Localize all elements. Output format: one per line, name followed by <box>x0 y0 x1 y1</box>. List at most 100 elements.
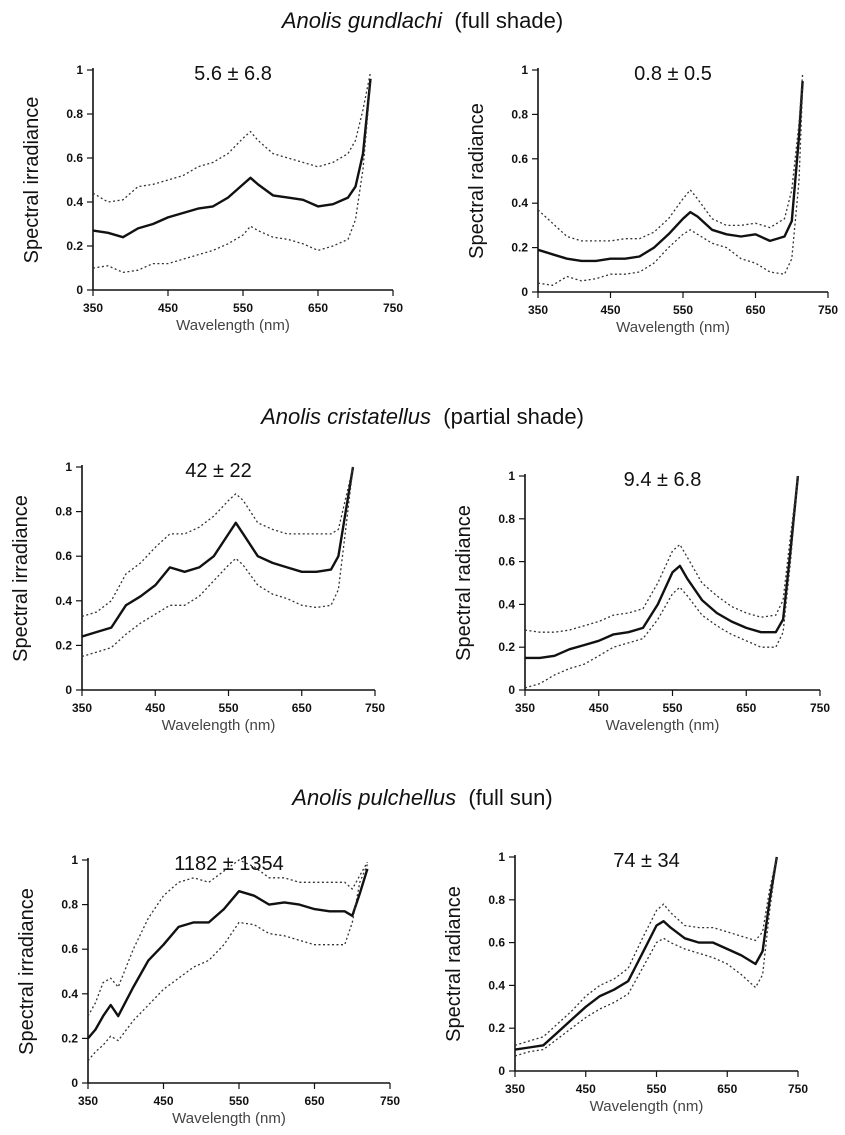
x-tick-label: 550 <box>662 701 682 715</box>
y-tick-label: 1 <box>521 63 528 77</box>
y-tick-label: 0.4 <box>61 987 78 1001</box>
x-tick-label: 750 <box>810 701 830 715</box>
x-tick-label: 650 <box>308 301 328 315</box>
y-tick-label: 0.2 <box>498 640 515 654</box>
species-name: Anolis cristatellus <box>261 404 432 429</box>
x-tick-label: 350 <box>528 303 548 317</box>
x-tick-label: 450 <box>153 1094 173 1108</box>
y-tick-label: 1 <box>65 460 72 474</box>
x-tick-label: 350 <box>83 301 103 315</box>
y-tick-label: 0.2 <box>55 638 72 652</box>
x-axis-label: Wavelength (nm) <box>616 319 730 336</box>
species-name: Anolis gundlachi <box>281 8 443 33</box>
chart-6: 0 0.2 0.4 0.6 0.8 1 350 450 550 650 750 74 ± 34 Wave… <box>443 850 808 1115</box>
x-tick-label: 350 <box>505 1082 525 1096</box>
x-tick-label: 650 <box>304 1094 324 1108</box>
x-axis-label: Wavelength (nm) <box>162 717 276 734</box>
y-tick-label: 1 <box>498 850 505 864</box>
chart-stat-label: 0.8 ± 0.5 <box>634 63 712 85</box>
x-tick-label: 650 <box>292 701 312 715</box>
y-tick-label: 0.8 <box>511 107 528 121</box>
habitat-condition: (full shade) <box>454 8 564 33</box>
y-tick-label: 0 <box>498 1064 505 1078</box>
chart-4: 0 0.2 0.4 0.6 0.8 1 350 450 550 650 750 9.4 ± 6.8 Wa… <box>453 469 830 734</box>
bound-series-line <box>537 87 804 286</box>
y-tick-label: 0.8 <box>488 893 505 907</box>
x-tick-label: 650 <box>736 701 756 715</box>
y-axis-label: Spectral irradiance <box>16 888 38 1055</box>
chart-3: 0 0.2 0.4 0.6 0.8 1 350 450 550 650 750 42 ± 22 Wave… <box>10 460 385 734</box>
chart-stat-label: 74 ± 34 <box>613 850 680 872</box>
bound-series-line <box>514 856 778 1057</box>
y-tick-label: 0 <box>508 683 515 697</box>
x-axis-label: Wavelength (nm) <box>590 1098 704 1115</box>
x-tick-label: 450 <box>600 303 620 317</box>
y-tick-label: 1 <box>76 63 83 77</box>
y-axis-label: Spectral radiance <box>443 886 465 1042</box>
bound-series-line <box>81 466 354 618</box>
bound-series-line <box>87 864 368 1062</box>
y-tick-label: 1 <box>71 853 78 867</box>
y-axis-label: Spectral irradiance <box>10 495 32 662</box>
y-tick-label: 0.6 <box>66 151 83 165</box>
bound-series-line <box>537 74 804 242</box>
x-tick-label: 650 <box>717 1082 737 1096</box>
bound-series-line <box>92 83 372 274</box>
y-tick-label: 0.2 <box>488 1021 505 1035</box>
x-tick-label: 350 <box>72 701 92 715</box>
mean-series-line <box>87 868 369 1040</box>
chart-stat-label: 42 ± 22 <box>185 460 252 482</box>
y-tick-label: 0.4 <box>488 978 505 992</box>
y-tick-label: 0.6 <box>511 152 528 166</box>
y-axis-label: Spectral irradiance <box>21 97 43 264</box>
bound-series-line <box>524 475 799 633</box>
x-tick-label: 550 <box>229 1094 249 1108</box>
y-tick-label: 0.2 <box>511 241 528 255</box>
y-tick-label: 0.8 <box>66 107 83 121</box>
y-tick-label: 0.8 <box>61 898 78 912</box>
x-tick-label: 750 <box>365 701 385 715</box>
bound-series-line <box>81 466 354 658</box>
chart-5: 0 0.2 0.4 0.6 0.8 1 350 450 550 650 750 1182 ± 1354… <box>16 853 400 1127</box>
y-axis-label: Spectral radiance <box>466 103 488 259</box>
y-tick-label: 1 <box>508 469 515 483</box>
mean-series-line <box>537 81 804 263</box>
chart-2: 0 0.2 0.4 0.6 0.8 1 350 450 550 650 750 0.8 ± 0.5 Wa… <box>466 63 838 336</box>
y-tick-label: 0.4 <box>498 597 515 611</box>
x-axis-label: Wavelength (nm) <box>172 1110 286 1127</box>
section-title-pulchellus: Anolis pulchellus (full sun) <box>0 785 845 811</box>
x-tick-label: 450 <box>589 701 609 715</box>
section-title-cristatellus: Anolis cristatellus (partial shade) <box>0 404 845 430</box>
y-tick-label: 0 <box>65 683 72 697</box>
chart-stat-label: 1182 ± 1354 <box>174 853 284 875</box>
chart-stat-label: 5.6 ± 6.8 <box>194 63 272 85</box>
y-axis-label: Spectral radiance <box>453 505 475 661</box>
y-tick-label: 0.6 <box>498 555 515 569</box>
mean-series-line <box>92 78 372 239</box>
mean-series-line <box>81 466 355 638</box>
x-tick-label: 350 <box>78 1094 98 1108</box>
y-tick-label: 0.4 <box>511 196 528 210</box>
bound-series-line <box>87 859 368 1017</box>
x-tick-label: 450 <box>158 301 178 315</box>
section-title-gundlachi: Anolis gundlachi (full shade) <box>0 8 845 34</box>
x-tick-label: 550 <box>646 1082 666 1096</box>
x-tick-label: 350 <box>515 701 535 715</box>
x-tick-label: 550 <box>233 301 253 315</box>
y-tick-label: 0.6 <box>55 549 72 563</box>
x-tick-label: 750 <box>383 301 403 315</box>
bound-series-line <box>524 475 799 689</box>
chart-1: 0 0.2 0.4 0.6 0.8 1 350 450 550 650 750 5.6 ± 6.8 Wa… <box>21 63 403 334</box>
habitat-condition: (partial shade) <box>443 404 584 429</box>
y-tick-label: 0.6 <box>61 942 78 956</box>
habitat-condition: (full sun) <box>468 785 553 810</box>
x-tick-label: 650 <box>745 303 765 317</box>
y-tick-label: 0.6 <box>488 936 505 950</box>
mean-series-line <box>525 475 800 660</box>
y-tick-label: 0.2 <box>61 1031 78 1045</box>
y-tick-label: 0.8 <box>498 512 515 526</box>
mean-series-line <box>514 856 778 1051</box>
x-axis-label: Wavelength (nm) <box>176 317 290 334</box>
x-tick-label: 450 <box>576 1082 596 1096</box>
